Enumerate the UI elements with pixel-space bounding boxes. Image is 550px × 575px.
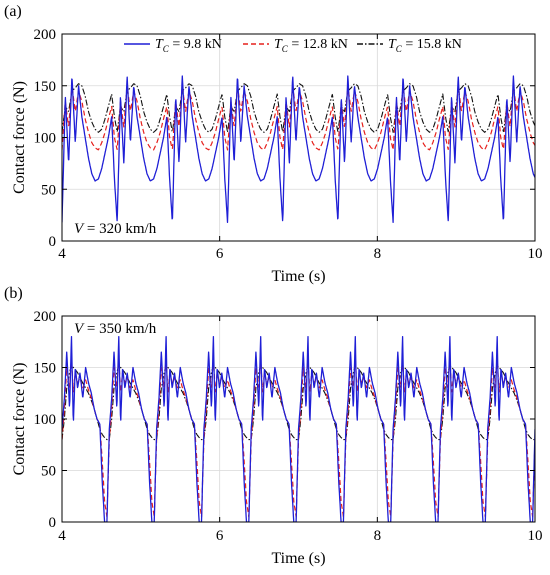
y-tick-label: 200: [34, 309, 57, 325]
legend-value: = 12.8 kN: [288, 37, 348, 52]
series-group: [62, 335, 535, 522]
y-tick-label: 200: [34, 27, 57, 43]
legend-value: = 15.8 kN: [402, 37, 462, 52]
legend-entry: TC = 15.8 kN: [388, 37, 462, 54]
legend: TC = 9.8 kN TC = 12.8 kN TC = 15.8 kN: [124, 37, 462, 54]
x-tick-label: 8: [374, 528, 382, 544]
series-line: [62, 83, 535, 133]
y-tick-label: 50: [41, 182, 56, 198]
x-tick-label: 4: [58, 246, 66, 262]
series-line: [62, 75, 535, 224]
x-tick-label: 6: [216, 246, 224, 262]
y-tick-label: 150: [34, 361, 57, 377]
x-tick-label: 6: [216, 528, 224, 544]
panel-label: (a): [4, 3, 22, 20]
x-axis-label: Time (s): [271, 550, 325, 567]
chart-panel-a: 0 50 100 150 200 4 6 8 10 Time (s) Contact force (…: [4, 3, 543, 285]
y-tick-label: 150: [34, 79, 57, 95]
y-tick-label: 0: [49, 515, 57, 531]
series-line: [62, 335, 535, 522]
y-tick-label: 100: [34, 131, 57, 147]
legend-symbol: T: [388, 37, 397, 52]
x-tick-label: 4: [58, 528, 66, 544]
series-line: [62, 364, 535, 441]
legend-entry: TC = 9.8 kN: [155, 37, 222, 54]
legend-symbol: T: [274, 37, 283, 52]
speed-value: = 350 km/h: [83, 321, 157, 337]
speed-annotation: V = 320 km/h: [74, 221, 157, 237]
y-tick-label: 50: [41, 464, 56, 480]
y-tick-label: 0: [49, 234, 57, 250]
series-group: [62, 75, 535, 224]
speed-symbol: V: [74, 221, 85, 237]
chart-panel-b: 0 50 100 150 200 4 6 8 10 Time (s) Contact force (…: [4, 285, 543, 567]
legend-subscript: C: [282, 44, 289, 54]
speed-symbol: V: [74, 321, 85, 337]
legend-subscript: C: [396, 44, 403, 54]
panel-label: (b): [4, 285, 23, 302]
legend-subscript: C: [163, 44, 170, 54]
legend-value: = 9.8 kN: [169, 37, 222, 52]
speed-value: = 320 km/h: [83, 221, 157, 237]
x-tick-label: 8: [374, 246, 382, 262]
legend-entry: TC = 12.8 kN: [274, 37, 348, 54]
legend-symbol: T: [155, 37, 164, 52]
y-tick-label: 100: [34, 412, 57, 428]
x-tick-label: 10: [528, 528, 543, 544]
y-axis-label: Contact force (N): [11, 81, 28, 194]
x-axis-label: Time (s): [271, 268, 325, 285]
x-tick-label: 10: [528, 246, 543, 262]
y-axis-label: Contact force (N): [11, 363, 28, 476]
speed-annotation: V = 350 km/h: [74, 321, 157, 337]
